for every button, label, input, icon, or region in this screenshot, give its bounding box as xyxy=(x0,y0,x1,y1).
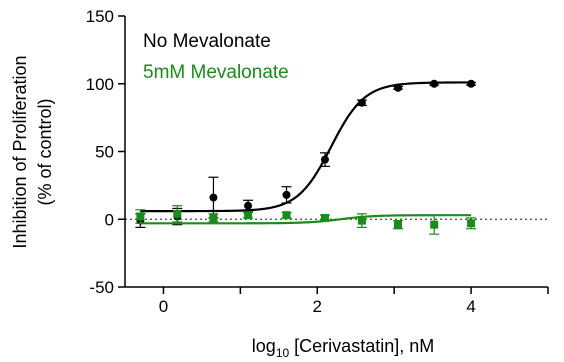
y-tick-label: 100 xyxy=(86,75,114,94)
x-axis-title: log10 [Cerivastatin], nM xyxy=(252,336,434,360)
data-point xyxy=(136,212,145,221)
data-point xyxy=(357,98,366,107)
legend-label-5mm-mevalonate: 5mM Mevalonate xyxy=(143,62,289,83)
y-tick-label: 50 xyxy=(95,143,114,162)
data-point xyxy=(282,211,291,220)
series-1 xyxy=(135,205,477,235)
data-point xyxy=(430,79,439,88)
y-axis-title-line-1: Inhibition of Proliferation xyxy=(10,55,30,248)
x-tick-label: 2 xyxy=(313,297,322,316)
data-point xyxy=(209,213,218,222)
series-0 xyxy=(135,79,477,228)
data-point xyxy=(394,220,403,229)
y-tick-label: -50 xyxy=(89,278,114,297)
x-axis-title-subscript: 10 xyxy=(276,346,290,360)
data-point xyxy=(282,190,291,199)
x-axis-title-prefix: log xyxy=(252,336,276,356)
data-point xyxy=(357,216,366,225)
data-point xyxy=(467,219,476,228)
data-point xyxy=(394,83,403,92)
x-tick-label: 0 xyxy=(159,297,168,316)
data-point xyxy=(430,220,439,229)
y-axis-title-line-2: (% of control) xyxy=(35,98,55,205)
data-point xyxy=(244,201,253,210)
x-tick-label: 4 xyxy=(466,297,475,316)
data-point xyxy=(209,193,218,202)
fit-curve xyxy=(140,81,472,213)
axes: -50 0 50 100 150 0 2 4 xyxy=(86,7,549,316)
data-point xyxy=(320,155,329,164)
data-point xyxy=(467,79,476,88)
y-tick-label: 0 xyxy=(105,210,114,229)
data-point xyxy=(173,209,182,218)
fit-curve xyxy=(140,214,472,225)
legend-label-no-mevalonate: No Mevalonate xyxy=(143,31,271,52)
series-group xyxy=(135,79,477,235)
data-point xyxy=(320,213,329,222)
x-axis-title-suffix: [Cerivastatin], nM xyxy=(289,336,434,356)
data-point xyxy=(244,211,253,220)
y-tick-label: 150 xyxy=(86,7,114,26)
